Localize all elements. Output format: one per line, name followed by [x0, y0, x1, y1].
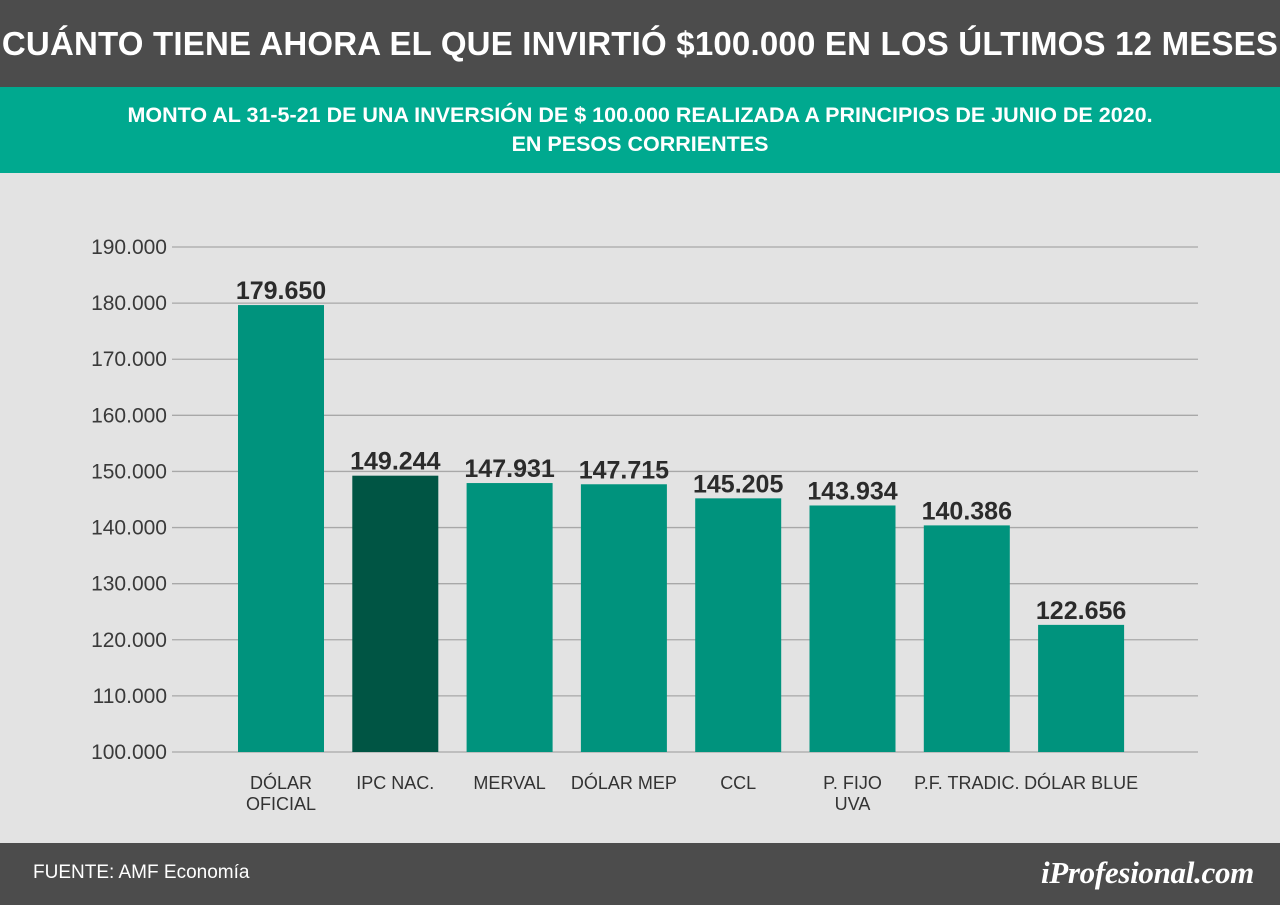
x-tick-label: P. FIJO	[823, 773, 882, 793]
x-tick-label: IPC NAC.	[356, 773, 434, 793]
x-tick-label: MERVAL	[473, 773, 545, 793]
y-tick-label: 150.000	[91, 460, 167, 483]
y-tick-label: 110.000	[93, 685, 167, 708]
y-tick-label: 190.000	[91, 236, 167, 259]
x-tick-label: DÓLAR BLUE	[1024, 772, 1138, 793]
data-label: 145.205	[693, 470, 783, 498]
subtitle-line-2: EN PESOS CORRIENTES	[511, 132, 769, 156]
data-label: 179.650	[236, 277, 326, 305]
y-tick-label: 170.000	[91, 348, 167, 371]
y-tick-label: 180.000	[91, 292, 167, 315]
data-label: 147.931	[464, 455, 554, 483]
footer: FUENTE: AMF Economía iProfesional.com	[0, 843, 1280, 905]
bar	[1038, 624, 1125, 752]
bar	[695, 498, 782, 752]
bar	[809, 505, 896, 752]
y-tick-label: 160.000	[91, 404, 167, 427]
chart-title: CUÁNTO TIENE AHORA EL QUE INVIRTIÓ $100.…	[0, 0, 1280, 87]
bar	[580, 484, 667, 752]
data-label: 143.934	[807, 477, 897, 505]
x-tick-label: P.F. TRADIC.	[914, 773, 1019, 793]
y-tick-label: 120.000	[91, 629, 167, 652]
data-label: 122.656	[1036, 597, 1126, 625]
chart-subtitle: MONTO AL 31-5-21 DE UNA INVERSIÓN DE $ 1…	[0, 87, 1280, 173]
bar	[466, 483, 553, 752]
y-tick-label: 140.000	[91, 517, 167, 540]
y-tick-label: 130.000	[91, 573, 167, 596]
brand-logo: iProfesional.com	[1040, 855, 1254, 890]
bar	[923, 525, 1010, 752]
data-label: 140.386	[922, 497, 1012, 525]
data-label: 147.715	[579, 456, 669, 484]
x-tick-label: CCL	[720, 773, 756, 793]
subtitle-line-1: MONTO AL 31-5-21 DE UNA INVERSIÓN DE $ 1…	[127, 103, 1153, 127]
y-tick-label: 100.000	[91, 741, 167, 764]
x-tick-label: OFICIAL	[246, 794, 316, 814]
x-tick-label: DÓLAR	[250, 772, 312, 793]
bar	[352, 475, 439, 752]
x-tick-label: DÓLAR MEP	[571, 772, 677, 793]
x-tick-label: UVA	[835, 794, 871, 814]
data-label: 149.244	[350, 448, 440, 476]
source-note: FUENTE: AMF Economía	[33, 862, 250, 883]
bar	[238, 305, 324, 752]
